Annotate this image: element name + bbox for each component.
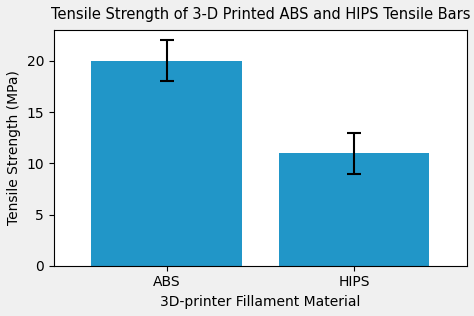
Bar	[279, 153, 429, 266]
Title: Tensile Strength of 3-D Printed ABS and HIPS Tensile Bars: Tensile Strength of 3-D Printed ABS and …	[51, 7, 470, 22]
Bar	[91, 61, 242, 266]
X-axis label: 3D-printer Fillament Material: 3D-printer Fillament Material	[160, 295, 361, 309]
Y-axis label: Tensile Strength (MPa): Tensile Strength (MPa)	[7, 70, 21, 225]
